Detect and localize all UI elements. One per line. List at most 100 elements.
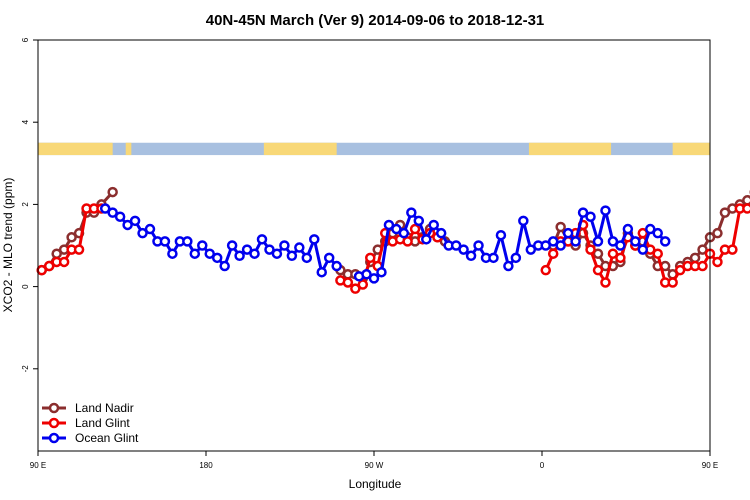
data-point xyxy=(189,248,201,259)
data-point xyxy=(99,203,111,214)
data-point xyxy=(659,236,671,247)
legend-item: Land Nadir xyxy=(42,401,134,415)
data-point xyxy=(249,248,260,259)
legend-marker xyxy=(48,432,60,444)
data-point xyxy=(234,250,245,262)
x-axis-label: Longitude xyxy=(349,477,402,491)
data-point xyxy=(435,227,447,239)
series-ocean-glint xyxy=(99,203,671,284)
legend-item: Land Glint xyxy=(42,416,130,430)
data-point xyxy=(368,273,380,284)
data-point xyxy=(473,240,484,251)
data-point xyxy=(607,236,619,247)
data-point xyxy=(342,277,354,288)
data-point xyxy=(323,252,335,264)
y-axis-label: XCO2 - MLO trend (ppm) xyxy=(1,178,15,313)
series-layer xyxy=(36,186,750,294)
legend-label: Ocean Glint xyxy=(75,431,139,445)
data-point xyxy=(421,234,432,245)
data-point xyxy=(592,236,604,247)
data-point xyxy=(409,223,421,235)
data-point xyxy=(547,236,559,247)
data-point xyxy=(211,252,223,264)
data-point xyxy=(159,236,171,247)
data-point xyxy=(697,260,708,272)
data-point xyxy=(122,219,133,231)
data-point xyxy=(309,234,320,245)
data-point xyxy=(365,252,376,264)
data-point xyxy=(555,221,566,233)
data-point xyxy=(637,227,649,239)
chart-title: 40N-45N March (Ver 9) 2014-09-06 to 2018… xyxy=(206,12,545,29)
data-point xyxy=(350,283,361,294)
data-point xyxy=(742,195,750,206)
data-point xyxy=(510,252,522,264)
data-point xyxy=(107,207,118,218)
data-point xyxy=(667,277,678,288)
data-point xyxy=(719,207,731,218)
data-point xyxy=(301,252,313,264)
data-point xyxy=(712,227,723,239)
data-point xyxy=(226,240,238,251)
data-point xyxy=(219,260,230,272)
data-point xyxy=(114,211,126,222)
data-point xyxy=(376,266,387,278)
legend-marker xyxy=(48,402,60,414)
data-point xyxy=(331,260,342,272)
data-point xyxy=(398,227,410,239)
data-point xyxy=(107,186,118,198)
data-point xyxy=(43,260,55,272)
y-tick-label: 6 xyxy=(21,37,30,42)
data-point xyxy=(585,244,596,255)
data-point xyxy=(727,244,738,255)
data-point xyxy=(271,248,283,259)
data-point xyxy=(697,244,708,255)
data-point xyxy=(357,279,369,290)
data-point xyxy=(279,240,290,251)
data-point xyxy=(361,269,372,280)
data-point xyxy=(406,207,417,218)
x-tick-label: 90 W xyxy=(365,461,384,470)
legend-marker xyxy=(48,417,60,429)
data-point xyxy=(540,240,551,251)
data-point xyxy=(592,264,604,276)
land-mask-segment xyxy=(528,142,612,156)
data-point xyxy=(503,260,514,272)
data-point xyxy=(547,248,559,259)
data-point xyxy=(256,234,268,245)
data-point xyxy=(58,256,70,268)
legend-item: Ocean Glint xyxy=(42,431,139,445)
data-point xyxy=(637,244,649,255)
land-mask-segment xyxy=(38,142,113,156)
data-point xyxy=(197,240,208,251)
x-tick-label: 0 xyxy=(540,461,545,470)
data-point xyxy=(413,215,425,227)
data-point xyxy=(652,227,663,239)
data-point xyxy=(428,219,439,231)
data-point xyxy=(555,240,566,251)
data-point xyxy=(391,223,402,235)
plot-frame xyxy=(37,39,711,452)
data-point xyxy=(294,242,305,253)
data-point xyxy=(450,240,462,251)
data-point xyxy=(137,227,148,239)
data-point xyxy=(712,256,723,268)
y-tick-label: 4 xyxy=(21,119,30,124)
legend-label: Land Glint xyxy=(75,416,130,430)
data-point xyxy=(577,207,589,218)
x-tick-label: 90 E xyxy=(702,461,718,470)
data-point xyxy=(674,264,686,276)
data-point xyxy=(585,211,596,222)
legend-label: Land Nadir xyxy=(75,401,134,415)
land-ocean-mask-band xyxy=(38,142,710,156)
data-point xyxy=(495,229,507,241)
data-point xyxy=(204,248,215,259)
data-point xyxy=(570,236,581,247)
x-tick-label: 90 E xyxy=(30,461,46,470)
y-tick-label: 2 xyxy=(21,202,30,207)
data-point xyxy=(402,236,413,247)
data-point xyxy=(592,248,604,259)
data-point xyxy=(241,244,253,255)
